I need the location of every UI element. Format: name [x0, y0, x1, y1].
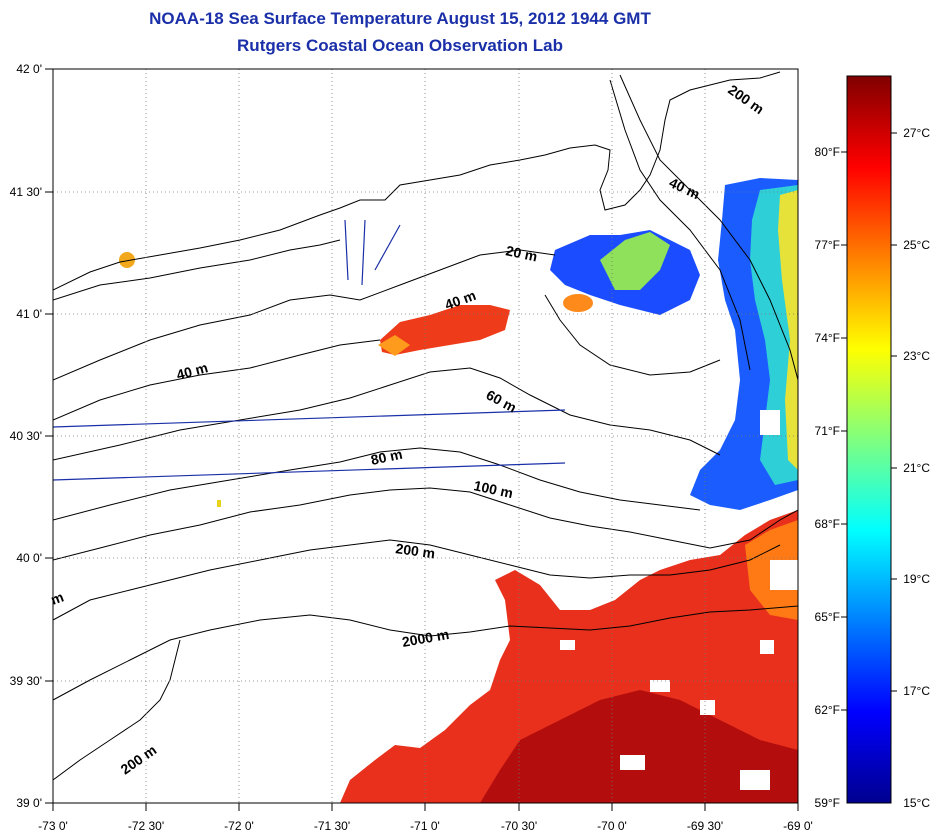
lon-tick-label: -71 0' — [410, 819, 440, 833]
lat-tick-label: 41 0' — [16, 307, 42, 321]
lon-tick-label: -72 0' — [224, 819, 254, 833]
bay-line-1 — [344, 219, 349, 281]
contour-80m — [53, 447, 701, 521]
central-warm-edge — [378, 335, 410, 356]
lat-tick-label: 39 30' — [10, 674, 42, 688]
lat-tick-label: 40 0' — [16, 551, 42, 565]
contour-east-200m — [619, 74, 798, 381]
lat-tick-label: 40 30' — [10, 429, 42, 443]
sound-warm-spot — [563, 294, 593, 312]
longitude-ticks: -73 0' -72 30' -72 0' -71 30' -71 0' -70… — [38, 819, 813, 833]
latitude-ticks: 42 0' 41 30' 41 0' 40 30' 40 0' 39 30' 3… — [10, 62, 42, 810]
celsius-labels: 27°C 25°C 23°C 21°C 19°C 17°C 15°C — [903, 126, 930, 810]
lon-tick-label: -70 30' — [501, 819, 537, 833]
coastline — [53, 71, 781, 291]
contour-label: 100 m — [472, 477, 514, 501]
contour-100m — [53, 487, 798, 561]
celsius-label: 25°C — [903, 238, 930, 252]
contour-east-40m — [609, 79, 751, 371]
colorbar — [846, 75, 892, 804]
tiny-warm-pixel — [217, 500, 221, 507]
contour-label: 200 m — [725, 81, 767, 117]
transect-lines — [52, 219, 566, 481]
fahrenheit-labels: 80°F 77°F 74°F 71°F 68°F 65°F 62°F 59°F — [815, 145, 840, 810]
fahrenheit-label: 74°F — [815, 331, 840, 345]
lat-tick-label: 42 0' — [16, 62, 42, 76]
lat-tick-label: 41 30' — [10, 185, 42, 199]
fahrenheit-label: 71°F — [815, 424, 840, 438]
long-island-shore — [53, 239, 341, 301]
contour-60m — [53, 367, 721, 461]
contour-label: 80 m — [369, 446, 404, 468]
lon-tick-label: -69 30' — [687, 819, 723, 833]
colorbar-ticks — [841, 132, 897, 711]
contour-label: 200 m — [395, 540, 437, 561]
small-warm-spot — [119, 252, 135, 268]
sst-field — [119, 178, 798, 803]
contour-200m — [53, 539, 781, 621]
fahrenheit-label: 77°F — [815, 238, 840, 252]
bay-line-2 — [361, 219, 366, 286]
fahrenheit-label: 65°F — [815, 610, 840, 624]
bay-line-3 — [374, 224, 401, 271]
contour-40m-west — [53, 339, 381, 421]
central-warm-patch — [380, 305, 510, 355]
bathymetry-contours — [53, 71, 798, 781]
contour-label: m — [49, 589, 66, 608]
celsius-label: 27°C — [903, 126, 930, 140]
contour-2000m — [53, 605, 798, 701]
contour-20m — [53, 249, 556, 381]
transect-line-south — [52, 462, 566, 481]
contour-label: 40 m — [667, 174, 703, 202]
contour-label: 40 m — [175, 359, 210, 383]
celsius-label: 17°C — [903, 684, 930, 698]
celsius-label: 21°C — [903, 461, 930, 475]
lon-tick-label: -73 0' — [38, 819, 68, 833]
hot-core-region — [480, 690, 798, 803]
contour-label: 2000 m — [401, 626, 451, 650]
fahrenheit-label: 80°F — [815, 145, 840, 159]
fahrenheit-label: 62°F — [815, 703, 840, 717]
celsius-label: 19°C — [903, 572, 930, 586]
contour-label: 60 m — [484, 387, 520, 416]
lat-tick-label: 39 0' — [16, 796, 42, 810]
sound-mild-region — [600, 232, 670, 290]
contour-label: 200 m — [118, 742, 160, 778]
cloud-masks — [560, 410, 798, 790]
map-title: NOAA-18 Sea Surface Temperature August 1… — [149, 9, 651, 28]
frame-ticks — [45, 68, 799, 811]
map-subtitle: Rutgers Coastal Ocean Observation Lab — [237, 36, 563, 55]
lon-tick-label: -71 30' — [314, 819, 350, 833]
fahrenheit-label: 68°F — [815, 517, 840, 531]
nantucket-shoal — [544, 294, 721, 376]
mild-water-strip — [778, 190, 798, 470]
lon-tick-label: -70 0' — [597, 819, 627, 833]
celsius-label: 23°C — [903, 349, 930, 363]
contour-200m-south — [53, 639, 181, 781]
fahrenheit-label: 59°F — [815, 796, 840, 810]
celsius-label: 15°C — [903, 796, 930, 810]
lon-tick-label: -72 30' — [128, 819, 164, 833]
lon-tick-label: -69 0' — [783, 819, 813, 833]
transect-line-north — [52, 409, 566, 428]
graticule — [53, 69, 798, 803]
contour-label: 20 m — [504, 242, 539, 264]
